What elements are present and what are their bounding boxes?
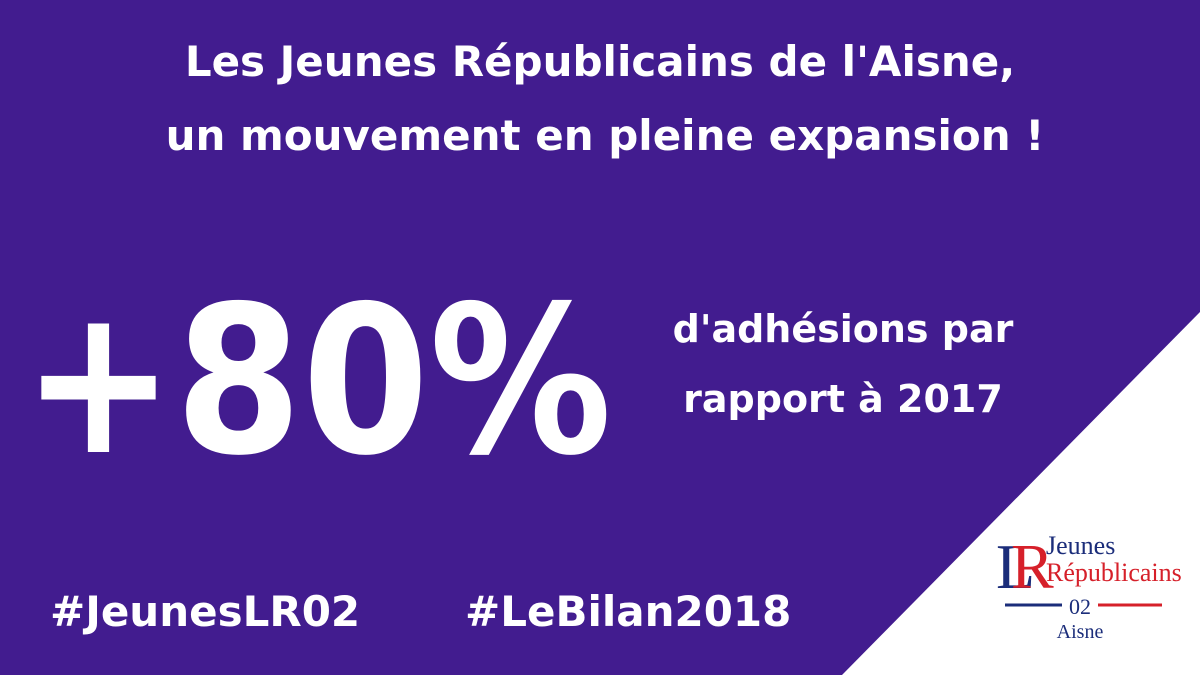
logo-line: Jeunes <box>1046 531 1115 560</box>
corner-triangle <box>842 312 1200 675</box>
logo: L R Jeunes Républicains 02 Aisne <box>996 531 1182 643</box>
hashtag: #LeBilan2018 <box>465 587 791 636</box>
headline-figure: +80% <box>22 263 612 501</box>
headline-caption: rapport à 2017 <box>683 377 1003 421</box>
logo-line: Républicains <box>1046 558 1182 587</box>
logo-letter: R <box>1011 531 1054 602</box>
logo-place: Aisne <box>1057 621 1104 643</box>
logo-letter: L <box>996 531 1035 602</box>
title-line: Les Jeunes Républicains de l'Aisne, <box>185 37 1015 86</box>
hashtag: #JeunesLR02 <box>50 587 360 636</box>
title-line: un mouvement en pleine expansion ! <box>166 111 1045 160</box>
headline-caption: d'adhésions par <box>673 307 1014 351</box>
logo-number: 02 <box>1069 594 1091 619</box>
